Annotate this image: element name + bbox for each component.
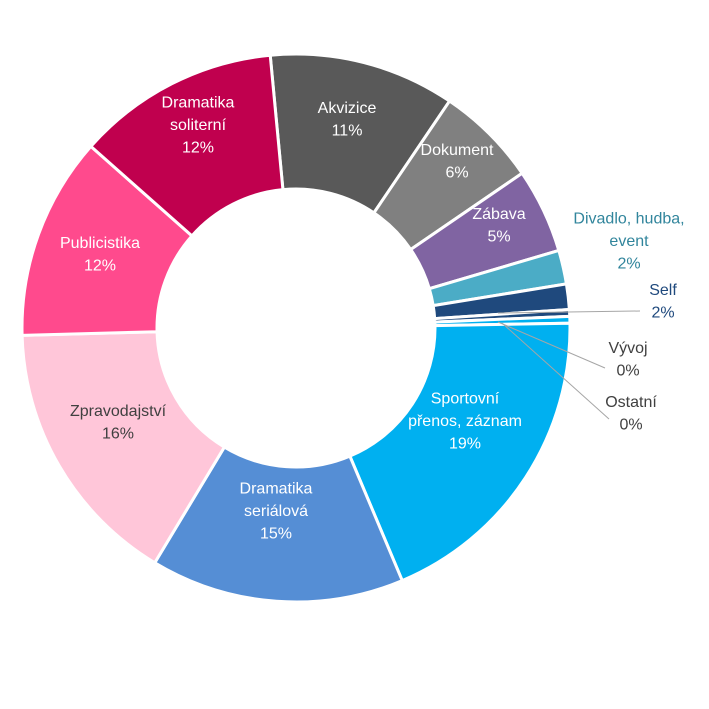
leader-line-ostatni	[501, 322, 610, 420]
data-label-line: seriálová	[244, 503, 308, 520]
donut-slices	[20, 52, 572, 604]
data-label-line: 16%	[102, 425, 134, 442]
data-label-line: 5%	[487, 228, 510, 245]
data-label-zpravodajstvi: Zpravodajství 16%	[70, 403, 167, 443]
data-label-line: Akvizice	[318, 100, 377, 117]
data-label-ostatni: Ostatní 0%	[605, 394, 657, 434]
data-label-line: Zpravodajství	[70, 403, 167, 420]
data-label-line: Divadlo, hudba,	[573, 211, 684, 228]
data-label-line: Dokument	[421, 142, 494, 159]
data-label-line: Self	[649, 282, 677, 299]
data-label-line: 11%	[332, 122, 363, 139]
data-label-line: 2%	[651, 304, 674, 321]
data-label-line: Vývoj	[608, 340, 647, 357]
data-label-line: Zábava	[472, 206, 525, 223]
data-label-line: 6%	[445, 164, 468, 181]
slice-dramatika-serialova	[152, 445, 405, 604]
data-label-vyvoj: Vývoj 0%	[608, 340, 647, 380]
data-label-sportovni-prenos-zaznam: Sportovní přenos, záznam 19%	[408, 391, 522, 453]
data-label-line: 12%	[182, 140, 214, 157]
data-label-line: 0%	[616, 362, 639, 379]
data-label-divadlo-hudba-event: Divadlo, hudba, event 2%	[573, 211, 684, 273]
leader-lines	[497, 310, 641, 420]
data-label-self: Self 2%	[649, 282, 677, 322]
slice-dramatika-soliterni	[88, 53, 285, 238]
data-label-line: Sportovní	[431, 391, 500, 408]
data-label-line: Dramatika	[240, 481, 313, 498]
data-label-zabava: Zábava 5%	[472, 206, 525, 246]
slice-zpravodajstvi	[20, 330, 227, 565]
data-label-line: 0%	[619, 416, 642, 433]
data-label-publicistika: Publicistika 12%	[60, 235, 140, 275]
slice-sportovni-prenos-zaznam	[347, 321, 572, 583]
data-label-line: 2%	[617, 256, 640, 273]
data-label-line: přenos, záznam	[408, 413, 522, 430]
data-label-line: 19%	[449, 436, 481, 453]
leader-line-vyvoj	[497, 321, 606, 369]
data-label-akvizice: Akvizice 11%	[318, 100, 377, 140]
data-labels: Akvizice 11% Dokument 6% Zábava 5% Divadlo, hu…	[60, 95, 685, 543]
data-label-dramatika-soliterni: Dramatika soliterní 12%	[162, 95, 235, 157]
data-label-dokument: Dokument 6%	[421, 142, 494, 182]
data-label-line: 12%	[84, 257, 116, 274]
leader-line-self	[497, 310, 641, 314]
data-label-line: 15%	[260, 526, 292, 543]
data-label-line: Dramatika	[162, 95, 235, 112]
data-label-line: Publicistika	[60, 235, 140, 252]
data-label-line: soliterní	[170, 117, 227, 134]
data-label-line: event	[609, 233, 649, 250]
data-label-dramatika-serialova: Dramatika seriálová 15%	[240, 481, 313, 543]
data-label-line: Ostatní	[605, 394, 657, 411]
